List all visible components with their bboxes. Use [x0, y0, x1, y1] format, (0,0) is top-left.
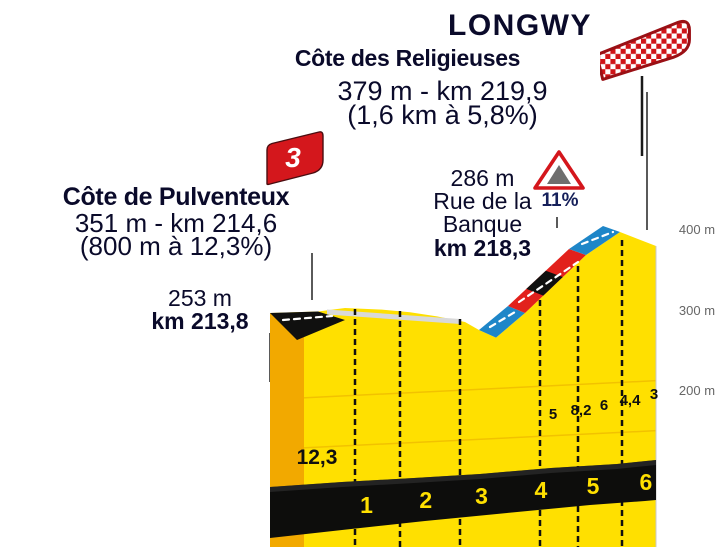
svg-text:3: 3: [285, 142, 301, 173]
